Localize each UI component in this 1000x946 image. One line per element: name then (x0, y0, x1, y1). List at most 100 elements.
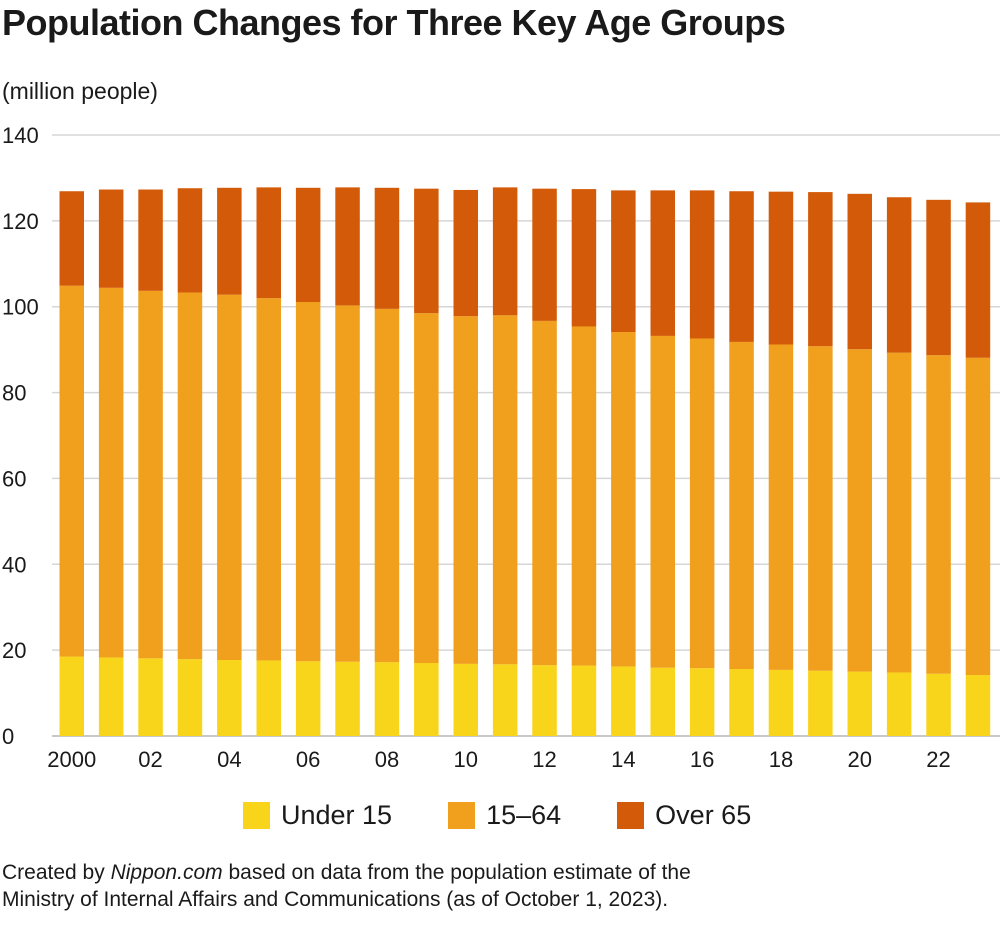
bar-2021-under-15 (886, 672, 912, 736)
source-prefix: Created by (2, 861, 111, 884)
bar-2008-15-64 (374, 308, 400, 663)
bar-2021-15-64 (886, 352, 912, 673)
legend-swatch-15-64 (448, 801, 476, 829)
x-tick-label: 04 (217, 747, 241, 772)
x-tick-label: 18 (769, 747, 793, 772)
x-tick-label: 12 (532, 747, 556, 772)
bar-2013-over-65 (571, 189, 597, 327)
bar-2002-over-65 (138, 189, 163, 291)
y-tick-label: 40 (2, 552, 26, 577)
bar-2016-15-64 (689, 338, 715, 669)
bar-2000-over-65 (59, 191, 84, 286)
bar-2006-over-65 (295, 187, 321, 302)
stacked-bar-chart: 0 20 40 60 80 100 120 140 2000 02 04 06 08 10 12 14 16 1… (2, 123, 1000, 772)
legend-item-under-15: Under 15 (243, 798, 392, 832)
bar-2023-15-64 (965, 357, 991, 676)
bar-2023-over-65 (965, 202, 991, 358)
bar-2022-under-15 (926, 673, 951, 736)
bar-2016-over-65 (689, 190, 715, 339)
bar-2013-15-64 (571, 326, 597, 666)
bars (59, 187, 991, 736)
bar-2000-under-15 (59, 656, 84, 736)
bar-2003-over-65 (177, 188, 203, 293)
bar-2008-over-65 (374, 187, 400, 309)
bar-2021-over-65 (886, 197, 912, 353)
bar-2003-under-15 (177, 659, 203, 736)
y-axis-unit-label: (million people) (2, 78, 158, 104)
bar-2017-over-65 (729, 191, 754, 342)
y-tick-label: 100 (2, 295, 39, 320)
bar-2007-15-64 (335, 305, 360, 662)
x-axis-ticks: 2000 02 04 06 08 10 12 14 16 18 20 22 (47, 747, 951, 772)
bar-2006-under-15 (295, 661, 321, 736)
bar-2014-under-15 (611, 666, 636, 736)
y-tick-label: 60 (2, 466, 26, 491)
bar-2015-under-15 (650, 667, 675, 736)
bar-2023-under-15 (965, 675, 991, 736)
bar-2010-15-64 (453, 316, 478, 664)
bar-2020-over-65 (847, 193, 872, 350)
bar-2010-under-15 (453, 663, 478, 736)
legend-item-15-64: 15–64 (448, 798, 561, 832)
bar-2015-15-64 (650, 335, 675, 668)
bar-2008-under-15 (374, 662, 400, 736)
bar-2012-15-64 (532, 320, 557, 666)
bar-2005-15-64 (256, 298, 281, 661)
legend-label-15-64: 15–64 (486, 800, 562, 830)
bar-2001-over-65 (98, 189, 124, 288)
bar-2002-15-64 (138, 290, 163, 659)
y-tick-label: 80 (2, 381, 26, 406)
bar-2009-over-65 (414, 188, 439, 314)
chart-title: Population Changes for Three Key Age Gro… (2, 2, 786, 43)
bar-2001-under-15 (98, 657, 124, 736)
x-tick-label: 10 (454, 747, 478, 772)
y-tick-label: 0 (2, 724, 14, 749)
bar-2019-under-15 (808, 670, 833, 736)
source-site: Nippon.com (110, 861, 223, 884)
bar-2012-over-65 (532, 188, 557, 321)
legend: Under 15 15–64 Over 65 (243, 798, 807, 832)
bar-2018-15-64 (768, 344, 794, 670)
bar-2001-15-64 (98, 287, 124, 658)
bar-2004-15-64 (217, 294, 242, 661)
x-tick-label: 2000 (47, 747, 96, 772)
y-axis-ticks: 0 20 40 60 80 100 120 140 (2, 123, 39, 749)
x-tick-label: 02 (138, 747, 162, 772)
legend-item-over-65: Over 65 (617, 798, 751, 832)
bar-2004-under-15 (217, 660, 242, 736)
bar-2011-15-64 (492, 315, 518, 665)
bar-2015-over-65 (650, 190, 675, 336)
bar-2017-15-64 (729, 341, 754, 670)
bar-2002-under-15 (138, 658, 163, 736)
legend-swatch-under-15 (243, 801, 270, 829)
bar-2005-under-15 (256, 660, 281, 736)
bar-2019-over-65 (808, 192, 833, 347)
bar-2011-under-15 (492, 664, 518, 736)
bar-2014-over-65 (611, 190, 636, 333)
bar-2007-under-15 (335, 661, 360, 736)
x-tick-label: 16 (690, 747, 714, 772)
bar-2010-over-65 (453, 189, 478, 317)
x-tick-label: 06 (296, 747, 320, 772)
bar-2006-15-64 (295, 301, 321, 662)
bar-2016-under-15 (689, 668, 715, 736)
bar-2014-15-64 (611, 332, 636, 667)
bar-2007-over-65 (335, 187, 360, 306)
source-suffix: based on data from the population estima… (2, 861, 691, 911)
y-tick-label: 140 (2, 123, 39, 148)
source-note: Created by Nippon.com based on data from… (2, 859, 722, 913)
x-tick-label: 08 (375, 747, 399, 772)
bar-2020-under-15 (847, 671, 872, 736)
bar-2018-under-15 (768, 669, 794, 736)
bar-2022-over-65 (926, 199, 951, 356)
bar-2019-15-64 (808, 346, 833, 671)
x-tick-label: 20 (848, 747, 872, 772)
bar-2022-15-64 (926, 355, 951, 674)
legend-swatch-over-65 (617, 801, 645, 829)
bar-2009-under-15 (414, 663, 439, 736)
gridlines (52, 134, 1000, 737)
x-tick-label: 22 (926, 747, 950, 772)
y-tick-label: 120 (2, 209, 39, 234)
bar-2012-under-15 (532, 665, 557, 736)
bar-2017-under-15 (729, 669, 754, 736)
